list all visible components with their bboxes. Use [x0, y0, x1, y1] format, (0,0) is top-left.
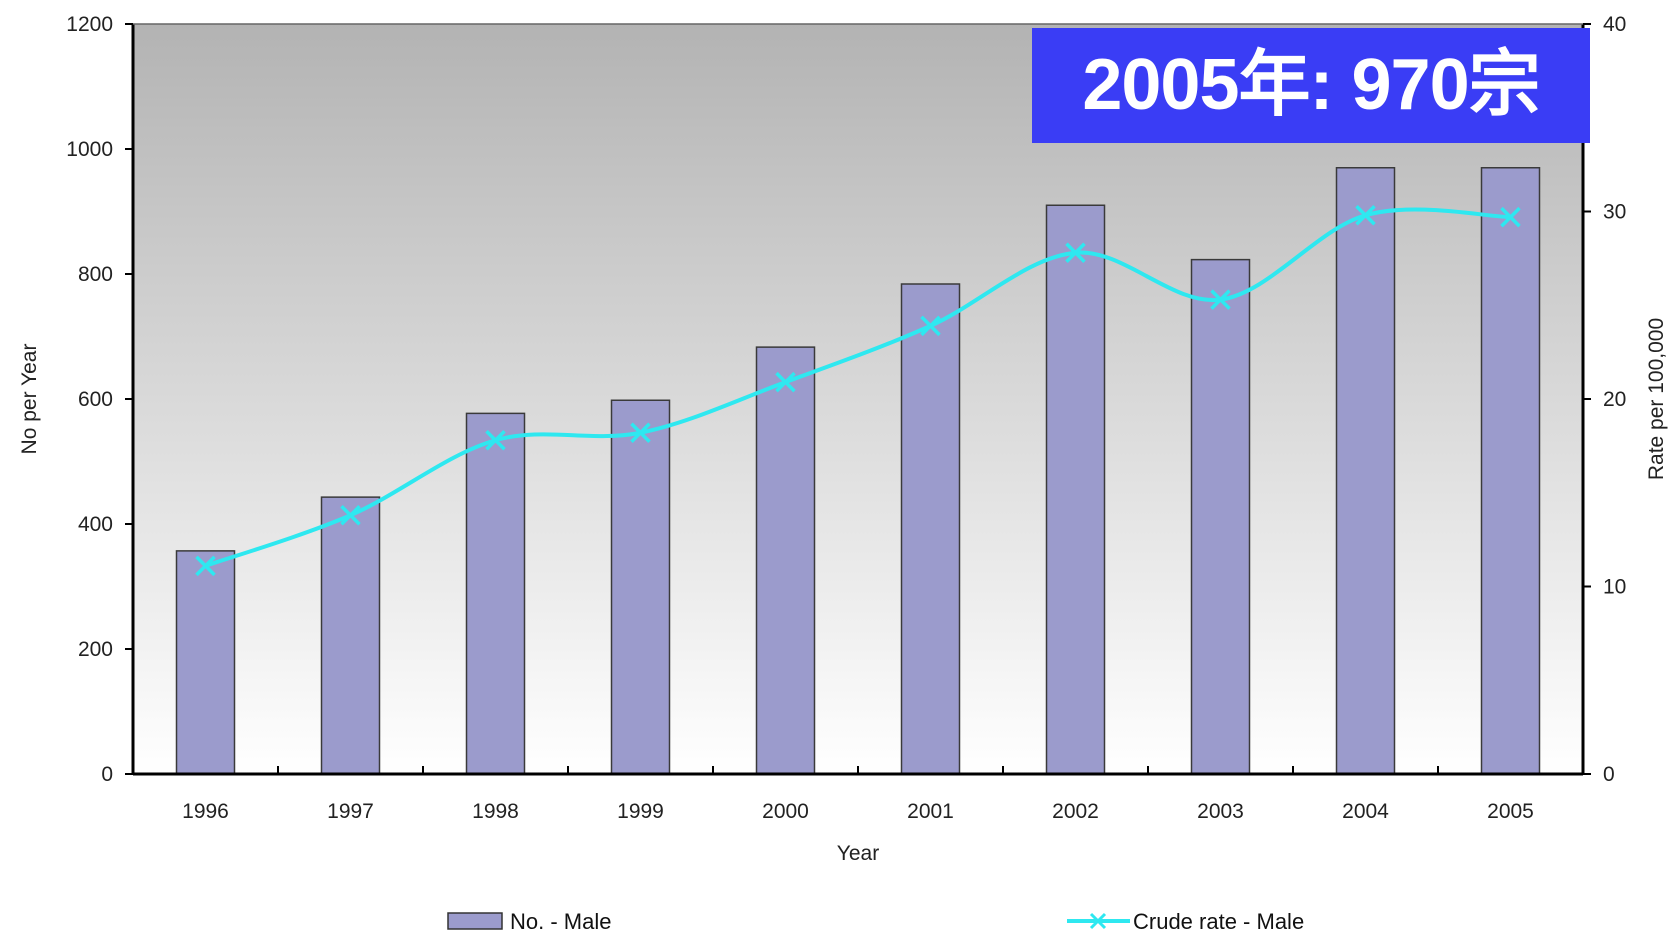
- bar-1996: [175, 550, 236, 775]
- rate-point-1998: [485, 430, 506, 451]
- bar-2005: [1480, 167, 1541, 775]
- bar-2003: [1190, 258, 1251, 775]
- y2-tick-label-20: 20: [1603, 388, 1626, 411]
- legend-bar-swatch: [447, 912, 503, 930]
- y2-tick-label-10: 10: [1603, 576, 1626, 599]
- bar-1997: [320, 496, 381, 775]
- x-tick-label-1998: 1998: [472, 800, 519, 823]
- rate-point-2004: [1355, 205, 1376, 226]
- x-tick-label-2005: 2005: [1487, 800, 1534, 823]
- x-tick-label-2004: 2004: [1342, 800, 1389, 823]
- y2-tick-label-40: 40: [1603, 13, 1626, 36]
- bar-1998: [465, 412, 526, 775]
- rate-point-2000: [775, 371, 796, 393]
- legend-x-marker: [1089, 912, 1107, 930]
- x-tick-label-1999: 1999: [617, 800, 664, 823]
- y-tick-label-1200: 1200: [66, 13, 113, 36]
- x-tick-label-2000: 2000: [762, 800, 809, 823]
- y-tick-label-400: 400: [78, 513, 113, 536]
- x-tick-label-1997: 1997: [327, 800, 374, 823]
- x-tick-label-2001: 2001: [907, 800, 954, 823]
- y-axis-title: No per Year: [18, 344, 41, 455]
- rate-point-2005: [1500, 206, 1521, 228]
- bar-2004: [1335, 167, 1396, 775]
- rate-point-1999: [630, 422, 651, 443]
- y2-tick-label-30: 30: [1603, 201, 1626, 224]
- bar-1999: [610, 399, 671, 775]
- legend-label-bars: No. - Male: [510, 909, 611, 934]
- annotation-callout: 2005年: 970宗: [1032, 28, 1590, 143]
- rate-point-1996: [195, 555, 216, 577]
- rate-point-2001: [920, 315, 941, 337]
- y-tick-label-800: 800: [78, 263, 113, 286]
- y-tick-label-200: 200: [78, 638, 113, 661]
- x-tick-label-1996: 1996: [182, 800, 229, 823]
- x-tick-label-2002: 2002: [1052, 800, 1099, 823]
- bar-2000: [755, 346, 816, 775]
- x-tick-label-2003: 2003: [1197, 800, 1244, 823]
- y-tick-label-1000: 1000: [66, 138, 113, 161]
- rate-point-2003: [1210, 289, 1231, 310]
- y-tick-label-600: 600: [78, 388, 113, 411]
- y-tick-label-0: 0: [101, 763, 113, 786]
- y2-axis-title: Rate per 100,000: [1645, 318, 1668, 480]
- rate-point-1997: [340, 505, 361, 526]
- bar-2002: [1045, 204, 1106, 775]
- legend: No. - Male Crude rate - Male: [447, 909, 1304, 934]
- rate-line: [204, 207, 1511, 568]
- bar-2001: [900, 283, 961, 775]
- legend-label-line: Crude rate - Male: [1133, 909, 1304, 934]
- rate-point-2002: [1065, 242, 1086, 263]
- y2-tick-label-0: 0: [1603, 763, 1615, 786]
- x-axis-title: Year: [837, 842, 879, 865]
